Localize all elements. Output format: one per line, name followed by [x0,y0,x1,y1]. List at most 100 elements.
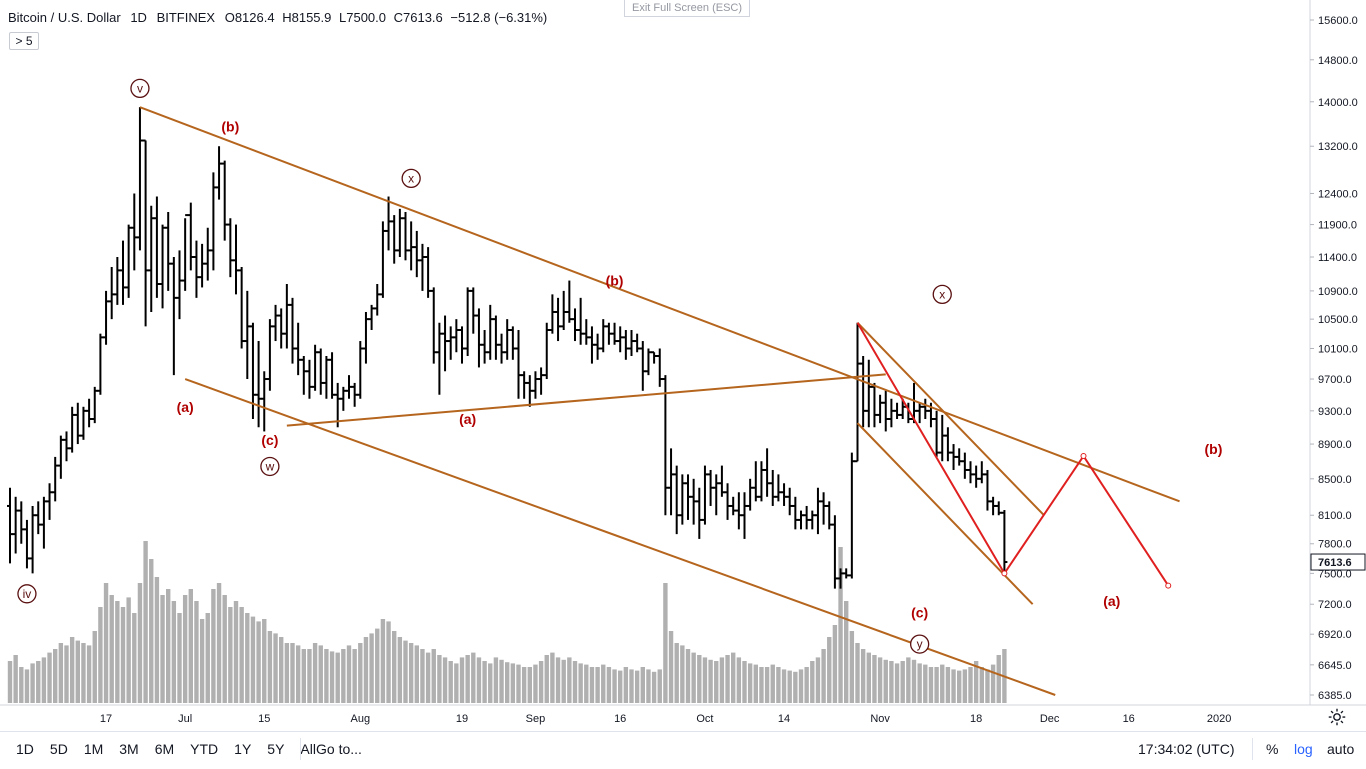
price-chart[interactable]: v(b)x(a)(c)w(a)(b)x(c)y(a)(b)(c)ivz 1560… [0,0,1366,731]
range-all-button[interactable]: All [300,741,316,757]
volume-bar [171,601,177,703]
ohlc-bar [295,322,302,376]
range-1y-button[interactable]: 1Y [234,741,252,757]
volume-bar [448,661,453,703]
ohlc-bar [961,452,968,479]
volume-bar [951,669,956,703]
volume-bar [719,657,725,703]
ohlc-bar [916,402,923,424]
bottom-toolbar: 1D 5D 1M 3M 6M YTD 1Y 5Y All Go to... 17… [0,731,1366,769]
time-tick-label: Aug [351,713,371,725]
ohlc-bar [12,496,19,554]
ohlc-bar [685,474,691,520]
volume-bar [606,667,612,703]
ohlc-bar [278,308,285,349]
volume-bar [154,577,160,703]
goto-date-button[interactable]: Go to... [316,741,362,757]
time-tick-label: 16 [1123,713,1135,725]
volume-bar [979,667,984,703]
range-1d-button[interactable]: 1D [16,741,34,757]
open-value: O8126.4 [224,10,275,25]
price-tick-label: 12400.0 [1318,188,1358,200]
range-6m-button[interactable]: 6M [154,741,175,757]
ohlc-bar [639,341,646,391]
auto-scale-button[interactable]: auto [1327,741,1355,757]
volume-bar [623,667,629,703]
ohlc-bar [289,297,296,364]
ohlc-bar [221,160,228,241]
ohlc-bar [300,356,307,395]
volume-bar [109,595,114,703]
time-tick-label: 2020 [1207,713,1231,725]
volume-bar [973,661,979,703]
ohlc-bar [888,398,895,428]
volume-bar [844,601,849,703]
volume-bar [81,643,86,703]
volume-bar [352,649,357,703]
channel-trendline [856,422,1034,605]
ohlc-bar [792,496,799,530]
volume-bar [934,667,939,703]
ohlc-bar [464,287,471,357]
ohlc-bar [334,382,341,428]
ohlc-bar [18,501,25,544]
ohlc-bar [668,448,675,516]
ohlc-bar [718,465,725,497]
ohlc-bar [871,382,878,428]
ohlc-bar [210,172,217,271]
range-5d-button[interactable]: 5D [49,741,68,757]
percent-scale-button[interactable]: % [1266,741,1279,757]
log-scale-button[interactable]: log [1294,741,1313,757]
volume-bar [166,589,171,703]
range-5y-button[interactable]: 5Y [267,741,285,757]
ohlc-bar [46,483,53,520]
volume-bar [985,669,990,703]
price-tick-label: 10900.0 [1318,286,1358,298]
range-ytd-button[interactable]: YTD [190,741,219,757]
volume-bar [194,601,199,703]
price-tick-label: 6645.0 [1318,660,1352,672]
price-tick-label: 8500.0 [1318,474,1352,486]
volume-bar [75,640,80,703]
settings-gear-icon[interactable] [1326,706,1348,728]
ohlc-bar [453,319,460,353]
wave-label-circle [17,584,37,604]
volume-bar [618,670,623,703]
volume-bar [968,667,973,703]
volume-bar [838,547,843,703]
exit-fullscreen-button[interactable]: Exit Full Screen (ESC) [624,0,750,17]
ohlc-bar [357,341,364,399]
close-value: C7613.6 [393,10,443,25]
volume-bar [182,595,188,703]
price-axis [1310,0,1366,731]
volume-bar [431,649,436,703]
volume-bar [793,671,798,703]
volume-bar [595,667,600,703]
volume-bar [821,649,826,703]
ohlc-bar [1001,510,1008,574]
volume-bar [584,664,589,703]
ohlc-bar [153,196,160,298]
ohlc-bar [498,333,505,364]
volume-bar [940,664,945,703]
ohlc-bar [182,214,189,291]
ohlc-bar [786,487,793,516]
volume-bar [928,667,934,703]
ohlc-bar [594,333,601,360]
ohlc-bar [69,406,76,453]
ohlc-bar [74,402,81,445]
utc-clock[interactable]: 17:34:02 (UTC) [1138,741,1235,757]
range-3m-button[interactable]: 3M [119,741,139,757]
ohlc-bar [803,505,810,530]
indicators-toggle-button[interactable]: > 5 [9,32,39,50]
volume-bar [149,559,154,703]
volume-bar [663,583,668,703]
ohlc-bar [379,221,386,298]
ohlc-bar [487,304,494,360]
volume-bar [358,643,363,703]
volume-bar [911,659,917,703]
ohlc-bar [814,487,821,535]
range-1m-button[interactable]: 1M [83,741,104,757]
volume-bar [578,663,583,703]
